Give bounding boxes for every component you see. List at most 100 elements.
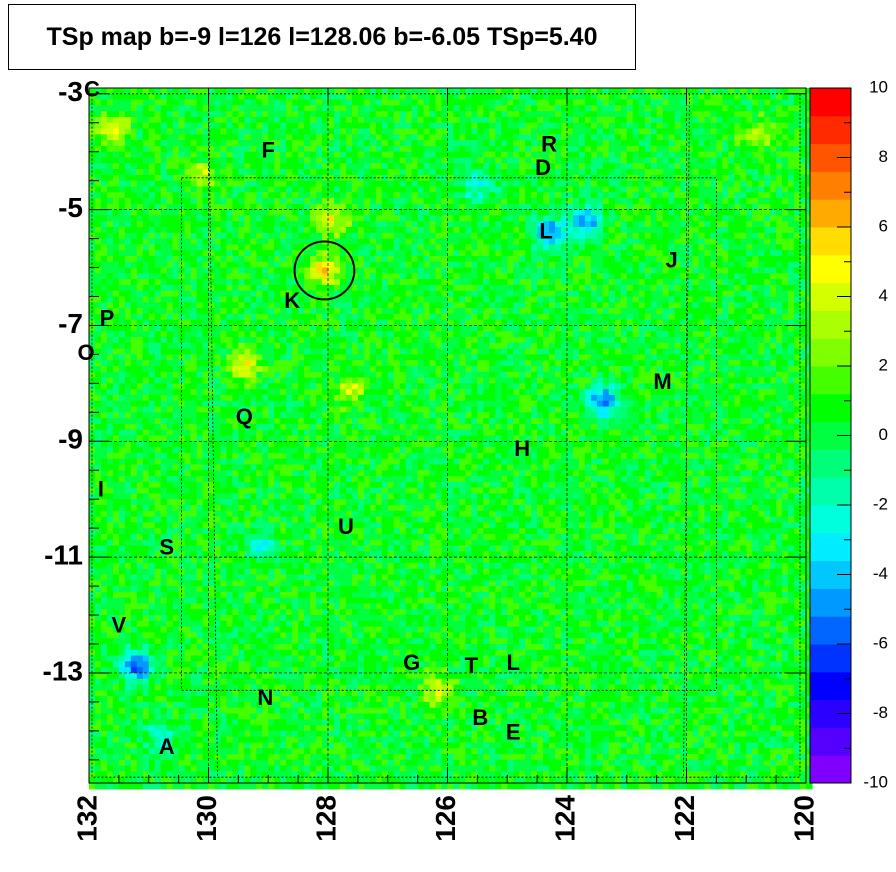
heatmap-cell: [250, 308, 257, 315]
heatmap-cell: [489, 296, 496, 303]
heatmap-cell: [555, 169, 562, 176]
heatmap-cell: [728, 105, 735, 112]
heatmap-cell: [459, 215, 467, 222]
heatmap-cell: [555, 105, 562, 112]
heatmap-cell: [608, 273, 616, 280]
heatmap-cell: [381, 174, 389, 182]
heatmap-cell: [178, 116, 186, 124]
heatmap-cell: [764, 99, 771, 106]
heatmap-cell: [698, 169, 706, 176]
heatmap-cell: [369, 140, 377, 147]
heatmap-cell: [196, 111, 204, 118]
heatmap-cell: [525, 186, 532, 193]
heatmap-cell: [160, 111, 168, 118]
heatmap-cell: [572, 140, 580, 147]
heatmap-cell: [692, 284, 700, 292]
heatmap-cell: [465, 267, 472, 274]
heatmap-cell: [328, 255, 335, 263]
heatmap-cell: [614, 116, 622, 124]
heatmap-cell: [537, 221, 544, 228]
heatmap-cell: [662, 255, 670, 263]
heatmap-cell: [531, 116, 538, 124]
heatmap-cell: [686, 284, 694, 292]
heatmap-cell: [238, 215, 245, 222]
heatmap-cell: [208, 111, 216, 118]
heatmap-cell: [339, 122, 347, 130]
heatmap-cell: [435, 128, 443, 135]
heatmap-cell: [740, 238, 747, 245]
heatmap-cell: [369, 163, 377, 170]
heatmap-cell: [471, 255, 478, 263]
heatmap-cell: [100, 319, 108, 327]
heatmap-cell: [112, 261, 120, 269]
heatmap-cell: [232, 267, 239, 274]
heatmap-cell: [543, 145, 550, 153]
heatmap-cell: [728, 186, 735, 193]
heatmap-cell: [411, 284, 419, 292]
heatmap-cell: [196, 250, 204, 257]
heatmap-cell: [136, 302, 144, 309]
heatmap-cell: [543, 284, 550, 292]
heatmap-cell: [435, 273, 443, 280]
heatmap-cell: [148, 308, 156, 315]
heatmap-cell: [722, 227, 729, 234]
heatmap-cell: [614, 163, 622, 170]
heatmap-cell: [674, 88, 682, 95]
heatmap-cell: [190, 250, 198, 257]
heatmap-cell: [286, 140, 293, 147]
heatmap-cell: [441, 192, 449, 199]
heatmap-cell: [602, 140, 610, 147]
heatmap-cell: [698, 93, 706, 101]
heatmap-cell: [782, 186, 789, 193]
heatmap-cell: [178, 209, 186, 217]
heatmap-cell: [788, 227, 795, 234]
heatmap-cell: [154, 157, 162, 164]
heatmap-cell: [280, 261, 287, 269]
heatmap-cell: [471, 140, 478, 147]
heatmap-cell: [501, 140, 508, 147]
heatmap-cell: [650, 198, 658, 205]
heatmap-cell: [316, 250, 323, 257]
heatmap-cell: [226, 284, 233, 292]
heatmap-cell: [89, 279, 96, 286]
heatmap-cell: [447, 227, 455, 234]
heatmap-cell: [752, 279, 759, 286]
heatmap-cell: [166, 279, 174, 286]
heatmap-cell: [160, 163, 168, 170]
heatmap-cell: [130, 296, 138, 303]
heatmap-cell: [100, 203, 108, 211]
heatmap-cell: [286, 198, 293, 205]
heatmap-cell: [740, 203, 747, 211]
heatmap-cell: [202, 157, 210, 164]
heatmap-cell: [794, 215, 801, 222]
heatmap-cell: [417, 122, 425, 130]
heatmap-cell: [130, 221, 138, 228]
heatmap-cell: [381, 116, 389, 124]
heatmap-cell: [561, 140, 568, 147]
heatmap-cell: [208, 244, 216, 251]
heatmap-cell: [154, 111, 162, 118]
heatmap-cell: [584, 128, 592, 135]
heatmap-cell: [357, 209, 365, 217]
heatmap-cell: [656, 145, 664, 153]
heatmap-cell: [740, 308, 747, 315]
heatmap-cell: [590, 145, 598, 153]
heatmap-cell: [572, 134, 580, 141]
heatmap-cell: [746, 128, 753, 135]
heatmap-cell: [136, 192, 144, 199]
heatmap-cell: [124, 99, 132, 106]
heatmap-cell: [429, 192, 437, 199]
heatmap-cell: [596, 93, 604, 101]
heatmap-cell: [262, 302, 269, 309]
heatmap-cell: [232, 174, 239, 182]
heatmap-cell: [369, 313, 377, 321]
heatmap-cell: [722, 169, 729, 176]
heatmap-cell: [298, 122, 305, 130]
heatmap-cell: [417, 140, 425, 147]
heatmap-cell: [728, 174, 735, 182]
heatmap-cell: [148, 140, 156, 147]
heatmap-cell: [662, 163, 670, 170]
heatmap-cell: [89, 88, 96, 95]
heatmap-cell: [674, 180, 682, 188]
heatmap-cell: [578, 279, 586, 286]
